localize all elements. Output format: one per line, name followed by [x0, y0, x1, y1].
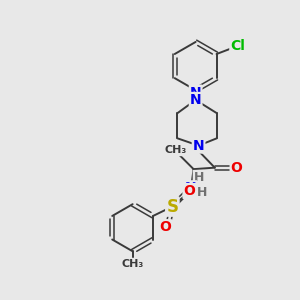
Text: S: S [167, 197, 178, 215]
Text: CH₃: CH₃ [122, 259, 144, 269]
Text: O: O [231, 161, 242, 175]
Text: N: N [190, 85, 202, 100]
Text: N: N [190, 93, 202, 107]
Text: CH₃: CH₃ [165, 145, 187, 155]
Text: O: O [159, 220, 171, 234]
Text: H: H [194, 171, 204, 184]
Text: O: O [184, 184, 195, 198]
Text: N: N [193, 139, 204, 153]
Text: N: N [185, 181, 197, 195]
Text: H: H [196, 186, 207, 199]
Text: Cl: Cl [230, 39, 245, 53]
